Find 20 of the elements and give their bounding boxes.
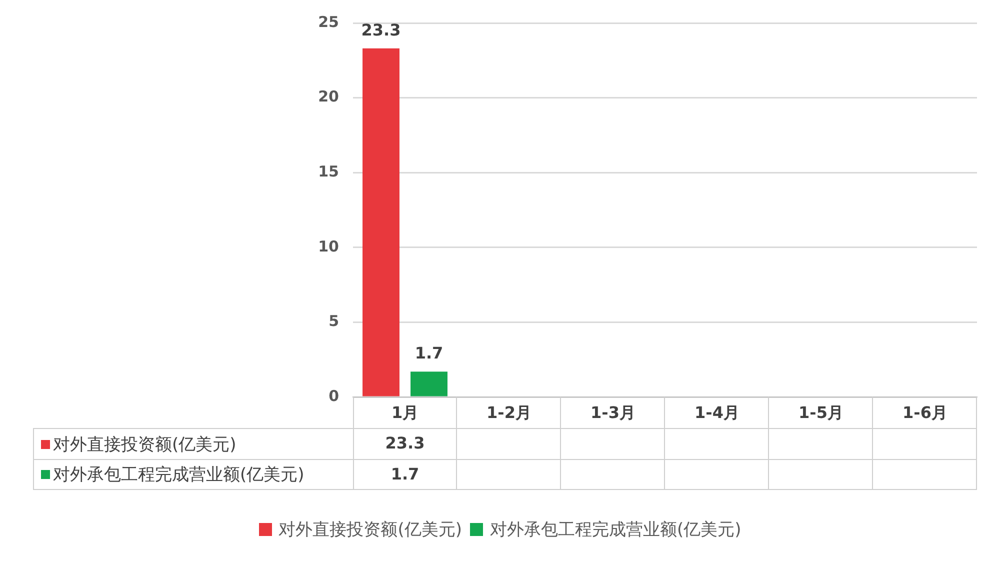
text: 1.7 xyxy=(390,464,420,484)
x-tick-label: 1月 xyxy=(391,402,419,422)
legend-label: 对外直接投资额(亿美元) xyxy=(278,519,462,541)
x-tick-label: 1-4月 xyxy=(694,402,740,422)
y-tick-label: 20 xyxy=(318,88,339,106)
x-tick-label: 1-3月 xyxy=(590,402,636,422)
y-tick-label: 15 xyxy=(318,162,339,180)
y-tick-label: 5 xyxy=(328,312,339,330)
text: 对外承包工程完成营业额(亿美元) xyxy=(490,520,742,540)
data-label: 23.3 xyxy=(361,20,401,40)
x-tick-label: 1-6月 xyxy=(902,402,948,422)
y-tick-label: 25 xyxy=(318,12,339,31)
y-tick-label: 0 xyxy=(328,386,339,405)
text: 23.3 xyxy=(385,434,425,453)
text: 对外直接投资额(亿美元) xyxy=(53,434,236,454)
y-tick-label: 10 xyxy=(318,237,339,256)
x-tick-label: 1-5月 xyxy=(798,402,844,422)
x-tick-label: 1-2月 xyxy=(486,402,532,422)
legend-label: 对外承包工程完成营业额(亿美元) xyxy=(53,464,304,486)
data-label: 1.7 xyxy=(414,344,444,363)
